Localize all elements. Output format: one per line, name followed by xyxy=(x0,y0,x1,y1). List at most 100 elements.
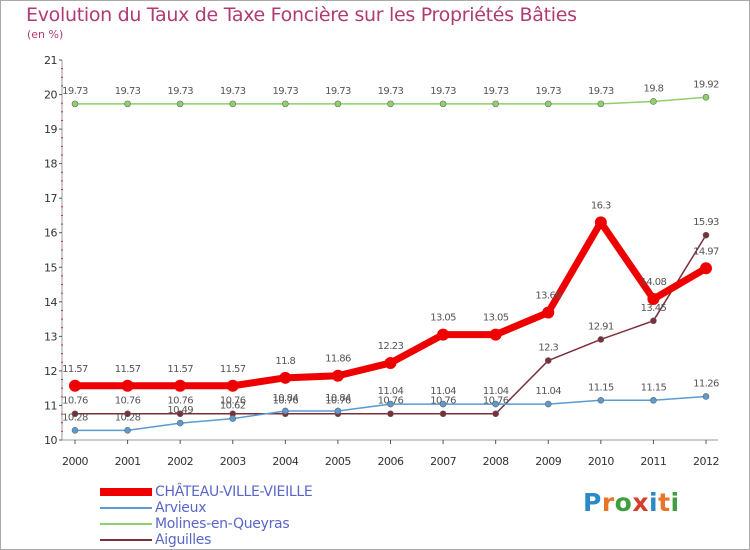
data-point xyxy=(544,357,552,364)
y-tick-label: 19 xyxy=(44,123,57,136)
data-label: 11.15 xyxy=(641,382,667,393)
data-label: 12.3 xyxy=(538,343,558,354)
logo-letter: i xyxy=(649,488,659,517)
data-label: 13.05 xyxy=(430,313,456,324)
data-label: 11.86 xyxy=(325,354,351,365)
x-tick-label: 2006 xyxy=(378,455,404,468)
data-label: 13.45 xyxy=(641,303,667,314)
data-point xyxy=(702,94,710,101)
data-point xyxy=(174,379,187,392)
data-point xyxy=(594,216,607,229)
data-point xyxy=(387,100,394,108)
data-point xyxy=(597,336,605,343)
data-point xyxy=(331,369,344,382)
data-label: 11.04 xyxy=(430,386,456,397)
x-tick-label: 2001 xyxy=(115,455,141,468)
legend-swatch xyxy=(100,539,152,541)
data-label: 19.73 xyxy=(378,86,404,97)
data-point xyxy=(439,410,447,418)
data-label: 10.84 xyxy=(273,393,299,404)
data-label: 19.73 xyxy=(62,86,88,97)
data-point xyxy=(650,317,657,325)
data-label: 10.62 xyxy=(220,401,246,412)
x-tick-label: 2011 xyxy=(640,455,666,468)
data-point xyxy=(121,379,134,392)
logo-letter: o xyxy=(614,488,633,517)
x-tick-label: 2000 xyxy=(62,455,88,468)
x-tick-label: 2012 xyxy=(693,455,719,468)
data-label: 12.23 xyxy=(378,341,404,352)
data-point xyxy=(124,100,131,108)
legend-label: Arvieux xyxy=(155,500,207,516)
data-label: 12.91 xyxy=(588,321,614,332)
data-point xyxy=(439,100,447,108)
data-point xyxy=(647,293,660,306)
data-point xyxy=(700,262,712,275)
data-label: 19.73 xyxy=(167,86,193,97)
legend-label: Molines-en-Queyras xyxy=(155,516,290,532)
data-label: 16.3 xyxy=(591,200,611,211)
data-label: 10.76 xyxy=(62,396,88,407)
data-point xyxy=(334,407,342,415)
x-tick-label: 2010 xyxy=(588,455,614,468)
data-label: 19.73 xyxy=(115,86,141,97)
data-point xyxy=(334,100,342,108)
data-label: 10.76 xyxy=(167,396,193,407)
legend-label: Aiguilles xyxy=(155,532,212,548)
data-label: 14.08 xyxy=(641,277,667,288)
data-point xyxy=(71,427,79,434)
data-label: 19.92 xyxy=(693,79,719,90)
data-point xyxy=(176,100,184,108)
chart-title: Evolution du Taux de Taxe Foncière sur l… xyxy=(26,4,577,26)
data-label: 10.28 xyxy=(62,412,88,423)
data-label: 10.76 xyxy=(325,396,351,407)
data-label: 19.8 xyxy=(643,83,663,94)
data-point xyxy=(176,410,184,418)
data-point xyxy=(702,231,710,239)
data-point xyxy=(282,100,289,108)
data-point xyxy=(597,396,605,404)
data-point xyxy=(71,410,79,418)
y-tick-label: 15 xyxy=(44,261,57,274)
data-point xyxy=(229,415,237,422)
data-point xyxy=(492,400,499,408)
data-label: 11.57 xyxy=(115,364,141,375)
x-tick-label: 2007 xyxy=(430,455,456,468)
data-label: 13.05 xyxy=(483,313,509,324)
data-point xyxy=(437,328,450,341)
data-label: 13.69 xyxy=(535,291,561,302)
y-tick-label: 17 xyxy=(44,192,57,205)
x-tick-label: 2002 xyxy=(167,455,193,468)
data-point xyxy=(387,400,394,408)
data-label: 19.73 xyxy=(430,86,456,97)
data-point xyxy=(69,379,81,392)
data-point xyxy=(71,100,79,108)
data-point xyxy=(597,100,605,108)
x-tick-label: 2009 xyxy=(535,455,561,468)
data-point xyxy=(124,427,131,434)
data-label: 19.73 xyxy=(273,86,299,97)
logo-letter: i xyxy=(670,488,680,517)
y-tick-label: 14 xyxy=(44,296,57,309)
data-point xyxy=(492,410,499,418)
data-label: 11.04 xyxy=(483,386,509,397)
data-point xyxy=(176,419,184,427)
data-label: 11.57 xyxy=(167,364,193,375)
x-tick-label: 2008 xyxy=(483,455,509,468)
data-label: 14.97 xyxy=(693,246,719,257)
data-label: 11.57 xyxy=(62,364,88,375)
y-tick-label: 21 xyxy=(44,54,57,67)
data-label: 10.76 xyxy=(115,396,141,407)
data-point xyxy=(387,410,394,418)
y-tick-label: 10 xyxy=(44,434,57,447)
data-point xyxy=(650,98,657,105)
data-label: 19.73 xyxy=(220,86,246,97)
y-tick-label: 13 xyxy=(44,330,57,343)
data-point xyxy=(279,371,292,384)
data-point xyxy=(702,393,710,400)
data-label: 11.04 xyxy=(535,386,561,397)
data-point xyxy=(124,410,131,418)
data-label: 10.84 xyxy=(325,393,351,404)
y-tick-label: 12 xyxy=(44,365,57,378)
